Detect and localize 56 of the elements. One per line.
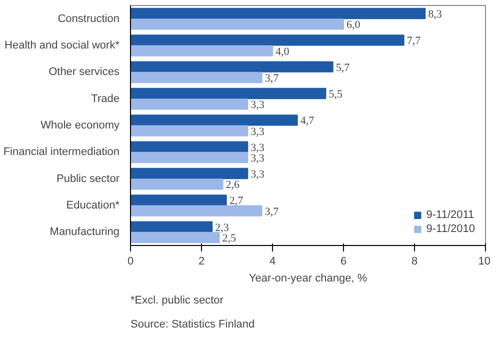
bar: [130, 34, 404, 46]
legend-label: 9-11/2010: [426, 223, 475, 235]
y-tick-label: Whole economy: [40, 120, 120, 132]
data-label: 5,7: [336, 62, 350, 74]
data-label: 4,0: [276, 46, 290, 58]
x-tick-label: 8: [411, 256, 418, 268]
y-tick-label: Health and social work*: [4, 40, 120, 52]
y-tick-label: Manufacturing: [50, 226, 120, 238]
data-label: 5,5: [328, 88, 343, 100]
bar: [130, 18, 344, 30]
x-tick-label: 10: [478, 256, 491, 268]
bar: [130, 125, 248, 136]
data-label: 2,3: [215, 222, 230, 234]
bar: [130, 8, 426, 20]
y-tick-label: Other services: [48, 66, 120, 78]
data-label: 2,5: [222, 232, 236, 244]
bar: [130, 114, 298, 126]
data-label: 8,3: [428, 8, 442, 20]
data-label: 3,7: [264, 206, 280, 218]
y-tick-label: Education*: [66, 200, 120, 212]
bar: [130, 72, 262, 84]
bar: [130, 152, 248, 164]
legend-label: 9-11/2011: [426, 209, 474, 221]
data-label: 7,7: [406, 35, 422, 48]
x-tick-label: 4: [269, 256, 276, 268]
bar: [130, 205, 262, 216]
bar: [130, 61, 334, 72]
data-label: 3,7: [264, 72, 280, 84]
source-note: Source: Statistics Finland: [130, 318, 255, 330]
bar: [130, 194, 227, 206]
bar: [130, 178, 224, 190]
data-label: 6,0: [346, 19, 361, 32]
y-tick-label: Construction: [58, 12, 120, 25]
x-tick-label: 2: [198, 256, 205, 268]
bar: [130, 221, 213, 232]
bar: [130, 98, 248, 110]
data-label: 3,3: [250, 168, 265, 180]
bar: [130, 88, 326, 100]
bar: [130, 141, 248, 152]
y-tick-label: Public sector: [56, 172, 120, 185]
y-tick-label: Financial intermediation: [3, 146, 120, 158]
data-label: 2,6: [226, 179, 240, 192]
data-label: 4,7: [300, 115, 315, 128]
y-tick-label: Trade: [91, 92, 120, 105]
x-tick-label: 6: [340, 256, 347, 268]
bar: [130, 45, 273, 56]
bar: [130, 232, 220, 244]
data-label: 3,3: [250, 99, 265, 112]
x-axis-title: Year-on-year change, %: [248, 272, 368, 284]
bar: [130, 168, 248, 180]
data-label: 3,3: [250, 126, 265, 138]
data-label: 3,3: [250, 152, 265, 164]
text: *Excl. public sector: [130, 294, 224, 306]
data-label: 3,3: [250, 142, 265, 154]
x-tick-label: 0: [127, 256, 134, 268]
data-label: 2,7: [229, 195, 244, 208]
